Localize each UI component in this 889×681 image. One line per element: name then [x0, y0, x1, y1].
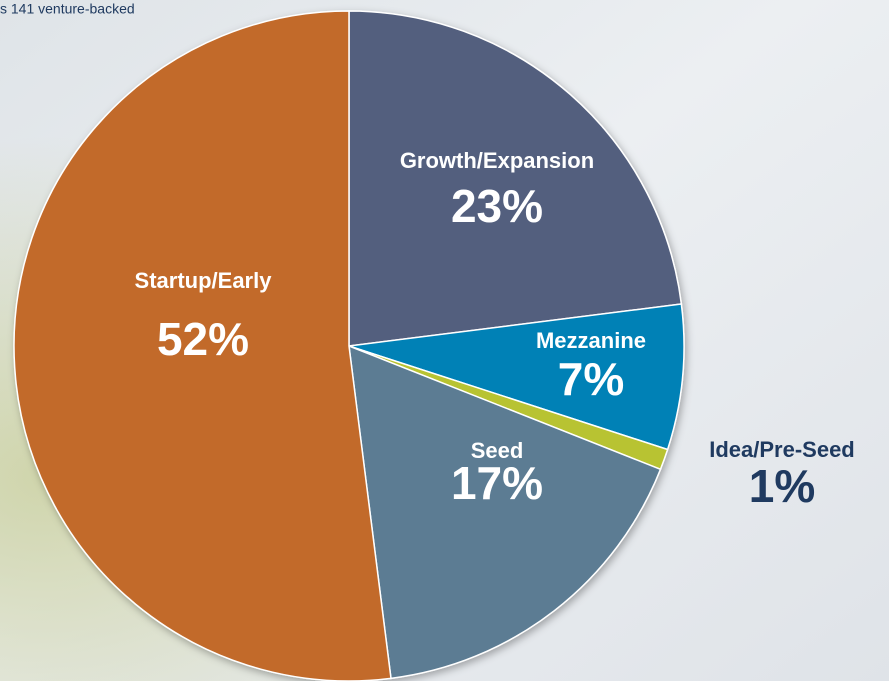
category-label: Startup/Early — [135, 268, 273, 293]
value-label: 17% — [451, 457, 543, 509]
pie-slice — [348, 10, 683, 347]
value-label: 7% — [558, 353, 624, 405]
value-label: 52% — [157, 313, 249, 365]
pie-slice — [13, 10, 392, 681]
pie-slice — [348, 344, 662, 680]
value-label: 23% — [451, 180, 543, 232]
pie — [13, 10, 685, 681]
category-label: Growth/Expansion — [400, 148, 594, 173]
subtitle: s 141 venture-backed — [0, 1, 135, 17]
category-label: Idea/Pre-Seed — [709, 437, 855, 462]
category-label: Mezzanine — [536, 328, 646, 353]
pie-slice — [348, 303, 685, 451]
category-label: Seed — [471, 438, 524, 463]
value-label: 1% — [749, 460, 815, 512]
